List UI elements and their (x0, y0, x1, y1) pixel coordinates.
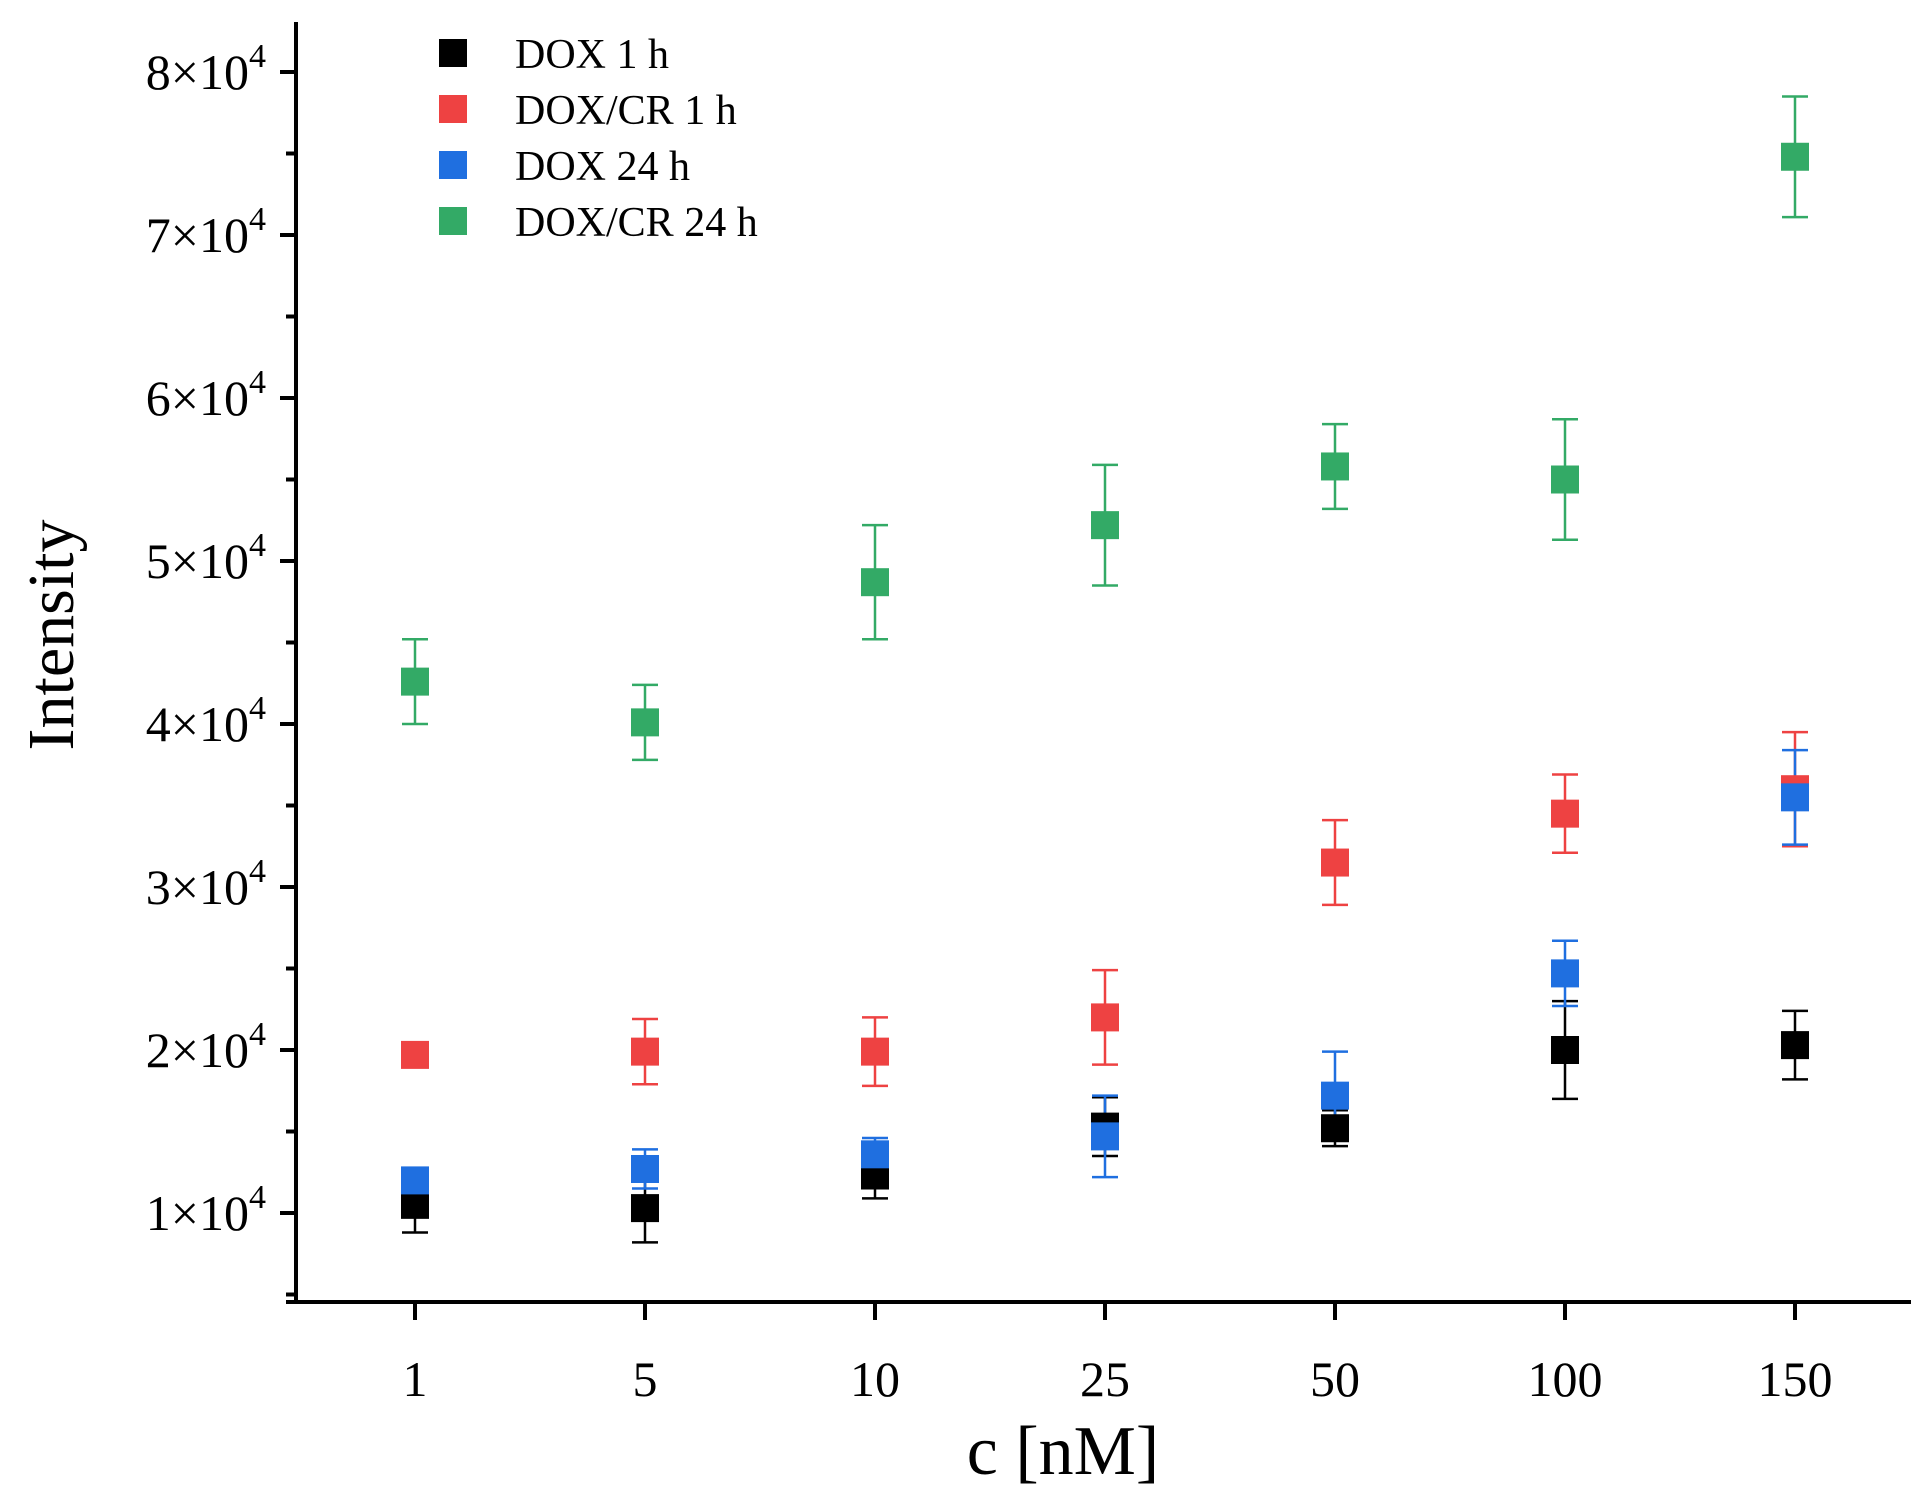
data-point (1091, 1003, 1119, 1032)
data-point (1551, 465, 1579, 494)
y-tick-label: 8×104 (146, 38, 266, 100)
x-tick-label: 25 (1080, 1351, 1130, 1407)
x-tick-label: 5 (633, 1351, 658, 1407)
x-tick-label: 100 (1528, 1351, 1603, 1407)
data-point (1321, 848, 1349, 877)
x-tick-label: 10 (850, 1351, 900, 1407)
legend: DOX 1 h DOX/CR 1 h DOX 24 h DOX/CR 24 h (439, 32, 758, 246)
data-markers (401, 142, 1809, 1223)
legend-label: DOX/CR 1 h (515, 88, 737, 134)
data-point (1551, 799, 1579, 828)
data-point (631, 1194, 659, 1223)
data-point (1321, 1081, 1349, 1110)
data-point (401, 1040, 429, 1069)
y-tick-label: 4×104 (146, 690, 266, 752)
data-point (1781, 142, 1809, 171)
data-point (1091, 1122, 1119, 1151)
data-point (1551, 1036, 1579, 1064)
data-point (1321, 1114, 1349, 1143)
y-tick-label: 7×104 (146, 201, 266, 263)
data-point (861, 1037, 889, 1066)
data-point (861, 1140, 889, 1169)
data-point (861, 568, 889, 597)
data-point (1091, 511, 1119, 540)
data-point (1781, 783, 1809, 812)
data-point (1551, 959, 1579, 988)
y-tick-label: 3×104 (146, 853, 266, 915)
x-axis-ticks: 1 5 10 25 50 100 150 (403, 1302, 1833, 1407)
data-point (1781, 1031, 1809, 1060)
data-point (1321, 452, 1349, 481)
legend-swatch (439, 207, 467, 235)
legend-label: DOX 24 h (515, 144, 690, 190)
data-point (401, 1190, 429, 1219)
data-point (401, 1166, 429, 1195)
legend-label: DOX/CR 24 h (515, 200, 758, 246)
legend-swatch (439, 39, 467, 67)
y-tick-label: 5×104 (146, 527, 266, 589)
y-axis-ticks: 1×104 2×104 3×104 4×104 5×104 6×104 7×104 8×104 (146, 38, 296, 1297)
y-tick-label: 6×104 (146, 364, 266, 426)
legend-swatch (439, 151, 467, 179)
x-tick-label: 150 (1758, 1351, 1833, 1407)
data-point (631, 1037, 659, 1066)
y-tick-label: 2×104 (146, 1016, 266, 1078)
y-axis-label: Intensity (15, 520, 88, 751)
x-tick-label: 1 (403, 1351, 428, 1407)
data-point (631, 1154, 659, 1183)
legend-label: DOX 1 h (515, 32, 669, 78)
error-bars (402, 95, 1808, 1244)
y-tick-label: 1×104 (146, 1179, 266, 1241)
data-point (401, 667, 429, 696)
legend-swatch (439, 95, 467, 123)
data-point (631, 708, 659, 737)
x-axis-label: c [nM] (967, 1413, 1159, 1490)
x-tick-label: 50 (1310, 1351, 1360, 1407)
